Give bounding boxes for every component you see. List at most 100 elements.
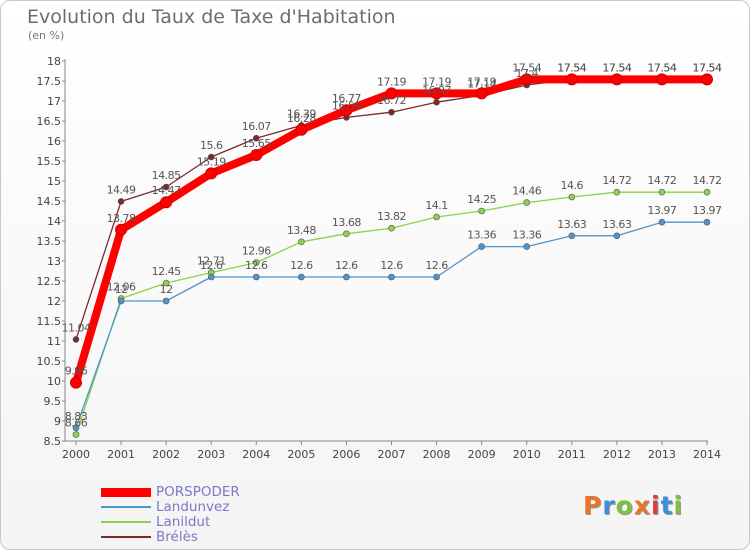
y-tick-label: 13.5 xyxy=(37,235,62,248)
data-label: 17.19 xyxy=(467,75,496,88)
proxiti-logo: Proxiti xyxy=(583,491,683,520)
data-label: 13.82 xyxy=(377,210,406,223)
data-label: 13.36 xyxy=(512,229,541,242)
y-tick-label: 10 xyxy=(47,375,61,388)
y-tick-label: 12 xyxy=(47,295,61,308)
y-tick-label: 9.5 xyxy=(44,395,62,408)
data-label: 17.54 xyxy=(602,61,631,74)
x-tick-label: 2002 xyxy=(152,448,180,461)
data-label: 17.14 xyxy=(467,77,496,90)
data-label: 17.54 xyxy=(512,61,541,74)
y-tick-label: 13 xyxy=(47,255,61,268)
data-point xyxy=(72,336,80,343)
y-tick-label: 16.5 xyxy=(37,115,62,128)
data-label: 17.54 xyxy=(647,61,676,74)
data-label: 15.65 xyxy=(242,137,271,150)
data-label: 12.06 xyxy=(107,281,136,294)
data-label: 12.96 xyxy=(242,245,271,258)
logo-letter: o xyxy=(615,491,634,520)
data-label: 12.6 xyxy=(335,259,358,272)
data-label: 14.6 xyxy=(561,179,584,192)
data-label: 16.28 xyxy=(287,112,316,125)
y-tick-label: 14 xyxy=(47,215,61,228)
data-label: 17.19 xyxy=(422,75,451,88)
y-tick-label: 14.5 xyxy=(37,195,62,208)
legend-swatch xyxy=(101,506,151,508)
data-label: 17.54 xyxy=(693,61,722,74)
logo-letter: t xyxy=(660,491,674,520)
data-point xyxy=(72,424,80,432)
data-label: 14.72 xyxy=(693,174,722,187)
data-point xyxy=(295,123,308,136)
data-point xyxy=(160,196,173,209)
data-point xyxy=(205,167,218,180)
data-label: 17.54 xyxy=(602,61,631,74)
data-point xyxy=(565,73,578,86)
data-label: 13.78 xyxy=(107,212,136,225)
data-label: 12 xyxy=(115,283,128,296)
x-tick-label: 2010 xyxy=(513,448,541,461)
data-point xyxy=(433,273,440,281)
x-tick-label: 2005 xyxy=(287,448,315,461)
x-tick-label: 2012 xyxy=(603,448,631,461)
data-point xyxy=(252,273,260,281)
data-point xyxy=(72,431,80,438)
data-label: 17.4 xyxy=(515,67,538,80)
y-tick-label: 16 xyxy=(47,135,61,148)
data-label: 14.85 xyxy=(152,169,181,182)
data-label: 12.6 xyxy=(380,259,403,272)
y-tick-label: 8.5 xyxy=(44,435,62,448)
y-tick-label: 11.5 xyxy=(37,315,62,328)
data-point xyxy=(433,98,440,106)
logo-letter: r xyxy=(602,491,616,520)
data-point xyxy=(162,183,170,191)
data-point xyxy=(613,188,621,196)
y-tick-label: 10.5 xyxy=(37,355,62,368)
data-label: 13.97 xyxy=(647,204,676,217)
data-label: 14.46 xyxy=(512,185,541,198)
data-point xyxy=(475,87,488,100)
data-label: 12.6 xyxy=(200,259,223,272)
y-tick-label: 17 xyxy=(47,95,61,108)
data-label: 8.66 xyxy=(65,417,88,430)
x-tick-label: 2011 xyxy=(558,448,586,461)
x-tick-label: 2003 xyxy=(197,448,225,461)
series-line-landunvez xyxy=(75,221,707,429)
data-point xyxy=(703,218,711,226)
data-label: 12 xyxy=(160,283,173,296)
legend-label: PORSPODER xyxy=(156,484,240,500)
data-point xyxy=(520,73,533,86)
data-point xyxy=(162,279,170,287)
legend-swatch xyxy=(101,536,151,538)
data-point xyxy=(343,273,350,281)
data-label: 12.6 xyxy=(290,259,313,272)
data-point xyxy=(115,223,128,236)
logo-letter: P xyxy=(583,491,603,520)
data-label: 16.77 xyxy=(332,92,361,105)
legend-label: Lanildut xyxy=(156,514,211,530)
y-tick-label: 15 xyxy=(47,175,61,188)
data-label: 17.19 xyxy=(377,75,406,88)
data-label: 12.71 xyxy=(197,255,226,268)
data-point xyxy=(655,73,668,86)
y-tick-label: 12.5 xyxy=(37,275,62,288)
data-point xyxy=(523,243,531,250)
x-tick-label: 2013 xyxy=(648,448,676,461)
data-label: 14.25 xyxy=(467,193,496,206)
legend-label: Landunvez xyxy=(156,499,230,515)
data-label: 13.48 xyxy=(287,224,316,237)
x-tick-label: 2009 xyxy=(468,448,496,461)
data-point xyxy=(340,104,353,117)
legend-swatch xyxy=(101,521,151,523)
data-point xyxy=(658,188,666,196)
y-tick-label: 18 xyxy=(47,55,61,68)
data-label: 14.72 xyxy=(647,174,676,187)
unit-label: (en %) xyxy=(28,29,65,42)
data-label: 13.97 xyxy=(693,204,722,217)
data-point xyxy=(162,297,170,305)
data-label: 17.54 xyxy=(647,61,676,74)
data-label: 17.54 xyxy=(693,61,722,74)
data-point xyxy=(252,259,260,266)
data-point xyxy=(207,153,215,161)
x-tick-label: 2004 xyxy=(242,448,270,461)
